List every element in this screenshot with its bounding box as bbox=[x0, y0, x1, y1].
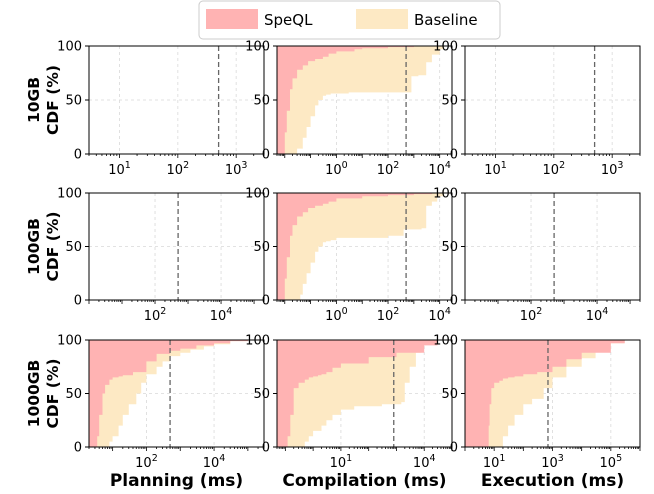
x-tick-label: 105 bbox=[600, 453, 623, 471]
grid bbox=[465, 192, 640, 301]
y-tick-label: 0 bbox=[450, 294, 458, 309]
x-tick-label: 103 bbox=[541, 453, 564, 471]
row-label-1: 100GBCDF (%) bbox=[25, 212, 62, 282]
y-tick-label: 0 bbox=[74, 294, 82, 309]
x-tick-label: 101 bbox=[483, 453, 506, 471]
legend: SpeQL Baseline bbox=[198, 0, 501, 40]
x-tick-label: 104 bbox=[428, 160, 451, 178]
x-tick-label: 100 bbox=[325, 160, 348, 178]
y-tick-label: 50 bbox=[253, 240, 270, 255]
panel-10gb-execution: 0 50 100 101 102 103 bbox=[433, 40, 641, 178]
y-tick-label: 100 bbox=[245, 187, 270, 202]
col-label-1: Compilation (ms) bbox=[282, 471, 446, 491]
x-tick-label: 104 bbox=[586, 306, 609, 324]
panel-100gb-execution: 0 50 100 102 104 bbox=[433, 187, 641, 324]
y-tick-label: 50 bbox=[65, 387, 82, 402]
area-speql bbox=[277, 193, 452, 300]
y-tick-label: 50 bbox=[253, 94, 270, 109]
col-label-2: Execution (ms) bbox=[481, 471, 624, 491]
x-tick-label: 104 bbox=[413, 453, 436, 471]
x-tick-label: 101 bbox=[108, 160, 131, 178]
panel-1000gb-execution: 0 50 100 101 103 105 bbox=[433, 334, 641, 471]
x-tick-label: 102 bbox=[167, 160, 190, 178]
panel-100gb-compilation: 0 50 100 100 102 104 bbox=[245, 187, 453, 324]
legend-swatch-baseline bbox=[356, 9, 408, 29]
x-tick-label: 101 bbox=[484, 160, 507, 178]
grid bbox=[89, 45, 264, 155]
grid bbox=[465, 45, 640, 155]
y-tick-label: 100 bbox=[245, 334, 270, 349]
panel-1000gb-compilation: 0 50 100 101 104 bbox=[245, 334, 453, 471]
x-tick-label: 100 bbox=[325, 306, 348, 324]
x-tick-label: 102 bbox=[520, 306, 543, 324]
x-tick-label: 102 bbox=[135, 453, 158, 471]
x-tick-label: 102 bbox=[144, 306, 167, 324]
area-baseline bbox=[277, 46, 452, 154]
area-speql bbox=[277, 46, 452, 154]
x-tick-label: 102 bbox=[377, 160, 400, 178]
y-tick-label: 0 bbox=[74, 441, 82, 456]
y-tick-label: 0 bbox=[450, 441, 458, 456]
x-tick-label: 103 bbox=[225, 160, 248, 178]
panel-10gb-compilation: 0 50 100 100 102 104 bbox=[245, 40, 453, 178]
y-tick-label: 50 bbox=[441, 240, 458, 255]
y-tick-label: 50 bbox=[65, 94, 82, 109]
y-tick-label: 50 bbox=[65, 240, 82, 255]
y-tick-label: 100 bbox=[57, 334, 82, 349]
legend-label-baseline: Baseline bbox=[414, 11, 478, 29]
panel-10gb-planning: 0 50 100 101 102 103 bbox=[57, 40, 265, 178]
row-label-2: 1000GBCDF (%) bbox=[25, 359, 62, 429]
legend-box bbox=[198, 0, 501, 40]
area-baseline bbox=[277, 193, 452, 300]
y-tick-label: 0 bbox=[74, 148, 82, 163]
y-tick-label: 50 bbox=[253, 387, 270, 402]
x-tick-label: 104 bbox=[203, 453, 226, 471]
x-tick-label: 103 bbox=[601, 160, 624, 178]
y-tick-label: 0 bbox=[262, 294, 270, 309]
legend-label-speql: SpeQL bbox=[264, 11, 313, 29]
x-tick-label: 102 bbox=[377, 306, 400, 324]
y-tick-label: 100 bbox=[57, 40, 82, 55]
panel-100gb-planning: 0 50 100 102 104 bbox=[57, 187, 265, 324]
area-speql bbox=[465, 340, 640, 447]
y-tick-label: 0 bbox=[262, 148, 270, 163]
x-tick-label: 104 bbox=[428, 306, 451, 324]
area-speql bbox=[89, 340, 264, 447]
y-tick-label: 100 bbox=[433, 334, 458, 349]
y-tick-label: 50 bbox=[441, 94, 458, 109]
y-tick-label: 50 bbox=[441, 387, 458, 402]
legend-swatch-speql bbox=[206, 9, 258, 29]
x-tick-label: 104 bbox=[210, 306, 233, 324]
y-tick-label: 100 bbox=[245, 40, 270, 55]
x-tick-label: 101 bbox=[330, 453, 353, 471]
panel-1000gb-planning: 0 50 100 102 104 bbox=[57, 334, 265, 471]
grid bbox=[89, 192, 264, 301]
y-tick-label: 100 bbox=[433, 40, 458, 55]
y-tick-label: 100 bbox=[433, 187, 458, 202]
y-tick-label: 100 bbox=[57, 187, 82, 202]
row-label-0: 10GBCDF (%) bbox=[25, 65, 62, 135]
col-label-0: Planning (ms) bbox=[110, 471, 243, 491]
area-speql bbox=[277, 340, 452, 447]
x-tick-label: 102 bbox=[543, 160, 566, 178]
y-tick-label: 0 bbox=[450, 148, 458, 163]
y-tick-label: 0 bbox=[262, 441, 270, 456]
